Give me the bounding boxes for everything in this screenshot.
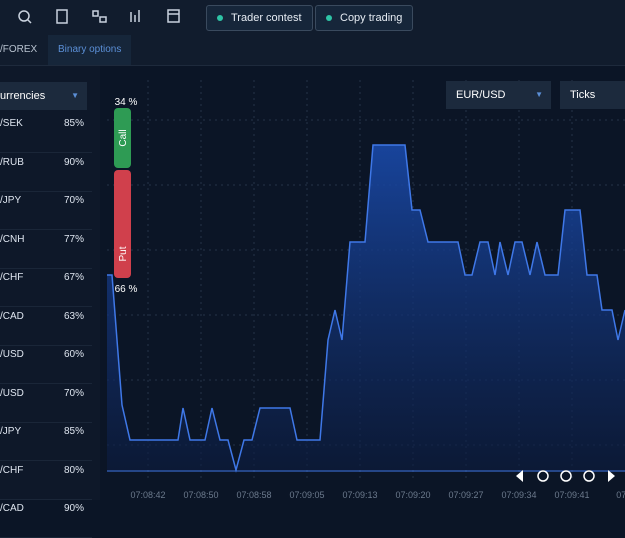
- x-tick-label: 07:09:27: [448, 490, 483, 500]
- asset-row[interactable]: /CAD 90%: [0, 499, 92, 538]
- call-percent: 34 %: [115, 97, 138, 108]
- tabs: /FOREX Binary options: [0, 35, 625, 66]
- category-label: urrencies: [0, 90, 46, 102]
- asset-name: /CAD: [0, 503, 24, 514]
- call-label: Call: [118, 129, 129, 146]
- x-tick-label: 07:08:42: [130, 490, 165, 500]
- asset-row[interactable]: /USD 60%: [0, 345, 92, 384]
- put-percent: 66 %: [115, 284, 138, 295]
- x-tick-label: 07:0: [616, 490, 625, 500]
- asset-payout: 70%: [63, 387, 84, 399]
- asset-row[interactable]: /CNH 77%: [0, 230, 92, 269]
- asset-row[interactable]: /CAD 63%: [0, 307, 92, 346]
- trader-contest-button[interactable]: Trader contest: [206, 5, 313, 31]
- asset-payout: 85%: [63, 118, 84, 129]
- x-tick-label: 07:09:05: [289, 490, 324, 500]
- x-tick-label: 07:09:41: [554, 490, 589, 500]
- asset-row[interactable]: /CHF 80%: [0, 461, 92, 500]
- asset-name: /RUB: [0, 156, 24, 168]
- asset-row[interactable]: /JPY 85%: [0, 422, 92, 461]
- asset-name: /CHF: [0, 272, 24, 283]
- chart-controls[interactable]: [516, 470, 615, 482]
- asset-payout: 85%: [63, 426, 84, 437]
- asset-payout: 80%: [63, 464, 84, 476]
- asset-name: /CNH: [0, 233, 25, 245]
- asset-name: /USD: [0, 387, 24, 399]
- put-label: Put: [118, 246, 129, 261]
- asset-payout: 70%: [63, 195, 84, 206]
- mode-label: Ticks: [570, 89, 596, 101]
- asset-name: /CAD: [0, 310, 24, 322]
- asset-payout: 77%: [63, 233, 84, 245]
- asset-payout: 67%: [63, 272, 84, 283]
- asset-name: /USD: [0, 349, 24, 360]
- tab[interactable]: /FOREX: [0, 44, 38, 55]
- asset-row[interactable]: /SEK 85%: [0, 114, 92, 153]
- category-select[interactable]: urrencies ▼: [0, 82, 87, 110]
- x-tick-label: 07:09:20: [395, 490, 430, 500]
- price-area: [107, 145, 625, 470]
- toolbar-icons: [18, 9, 180, 24]
- asset-payout: 60%: [63, 349, 84, 360]
- asset-payout: 63%: [63, 310, 84, 322]
- pair-label: EUR/USD: [456, 89, 506, 101]
- call-bar[interactable]: [114, 108, 131, 168]
- chart: 34 % 66 % Call Put 07:08:42 07:08:50 07:08…: [107, 80, 625, 500]
- pair-select[interactable]: EUR/USD ▼: [446, 81, 551, 109]
- asset-row[interactable]: /USD 70%: [0, 384, 92, 423]
- asset-list: urrencies ▼ /SEK 85%/RUB 90%/JPY 70%/CNH 77% /…: [0, 66, 100, 538]
- asset-payout: 90%: [63, 156, 84, 168]
- asset-name: /SEK: [0, 118, 23, 129]
- mode-select[interactable]: Ticks: [560, 81, 625, 109]
- asset-row[interactable]: /JPY 70%: [0, 191, 92, 230]
- x-tick-label: 07:09:34: [501, 490, 536, 500]
- asset-name: /CHF: [0, 464, 24, 476]
- asset-name: /JPY: [0, 195, 22, 206]
- copy-trading-button[interactable]: Copy trading: [315, 5, 414, 31]
- x-tick-label: 07:08:58: [236, 490, 271, 500]
- toolbar: Trader contest Copy trading: [0, 0, 625, 36]
- tab-active[interactable]: Binary options: [48, 35, 132, 65]
- price-line: [107, 144, 625, 473]
- x-tick-label: 07:09:13: [342, 490, 377, 500]
- put-bar[interactable]: [114, 170, 131, 278]
- asset-row[interactable]: /CHF 67%: [0, 268, 92, 307]
- asset-row[interactable]: /RUB 90%: [0, 153, 92, 192]
- x-tick-label: 07:08:50: [183, 490, 218, 500]
- asset-name: /JPY: [0, 426, 22, 437]
- asset-payout: 90%: [63, 503, 84, 514]
